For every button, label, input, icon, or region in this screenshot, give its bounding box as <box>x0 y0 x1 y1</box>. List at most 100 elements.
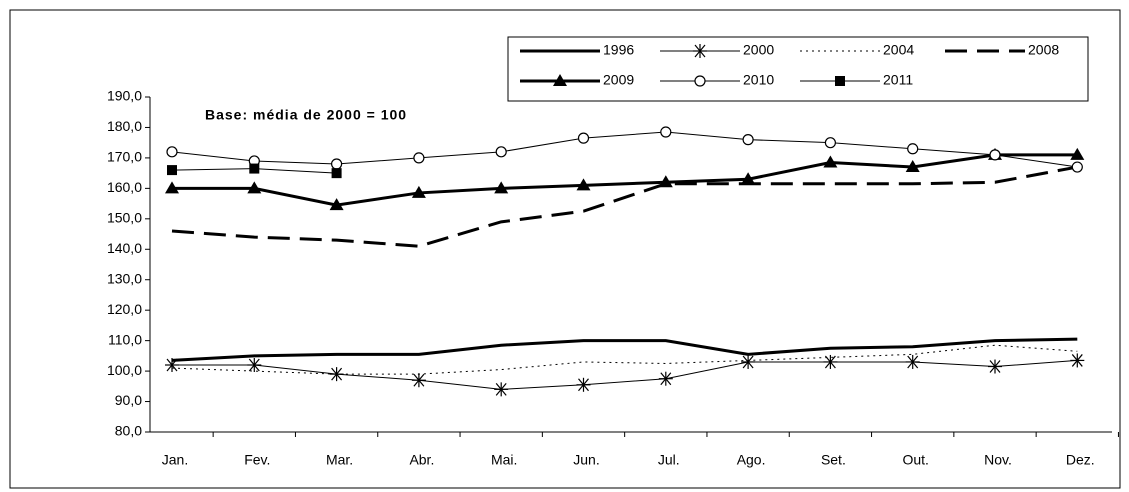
marker-shape <box>331 168 342 179</box>
legend-label: 1996 <box>603 42 634 58</box>
marker-shape <box>329 198 344 211</box>
legend-label: 2000 <box>743 42 774 58</box>
marker-shape <box>694 75 706 87</box>
marker-shape <box>577 132 590 144</box>
marker <box>411 185 426 198</box>
legend-label: 2011 <box>883 72 913 88</box>
marker-shape <box>494 181 509 194</box>
marker <box>331 168 342 179</box>
marker <box>576 377 591 392</box>
x-tick-label: Jan. <box>162 452 188 468</box>
x-tick-label: Ago. <box>737 452 766 468</box>
marker <box>331 158 343 170</box>
y-tick-label: 170,0 <box>107 149 142 165</box>
marker-shape <box>658 175 673 188</box>
marker-shape <box>1071 161 1083 173</box>
x-tick-label: Nov. <box>984 452 1012 468</box>
marker <box>249 163 260 174</box>
marker <box>1071 161 1083 173</box>
marker-shape <box>411 185 426 198</box>
marker <box>329 198 344 211</box>
marker-shape <box>165 181 179 194</box>
legend-label: 2004 <box>883 42 914 58</box>
marker-shape <box>905 160 920 173</box>
series-line <box>172 153 1078 207</box>
x-tick-label: Jun. <box>573 452 599 468</box>
marker-shape <box>741 172 756 185</box>
series-line <box>171 131 1078 168</box>
marker-shape <box>576 178 591 191</box>
y-tick-label: 180,0 <box>107 118 142 134</box>
x-tick-label: Mar. <box>326 452 353 468</box>
marker-shape <box>989 149 1001 161</box>
y-tick-label: 100,0 <box>107 362 142 378</box>
chart-border <box>9 9 1121 489</box>
marker <box>988 359 1002 374</box>
y-tick-label: 150,0 <box>107 210 142 226</box>
marker-shape <box>742 134 754 146</box>
marker-shape <box>907 143 919 155</box>
marker-shape <box>823 155 838 168</box>
marker <box>660 126 672 138</box>
marker <box>167 165 177 176</box>
marker-shape <box>249 163 260 174</box>
marker <box>823 354 838 369</box>
legend-box <box>507 36 1089 102</box>
x-tick-label: Abr. <box>409 452 434 468</box>
marker-shape <box>1070 147 1085 160</box>
marker-shape <box>247 181 262 194</box>
x-tick-label: Fev. <box>244 452 270 468</box>
marker <box>823 155 838 168</box>
marker <box>577 132 590 144</box>
marker <box>658 371 673 386</box>
series-line <box>171 165 1078 248</box>
marker-shape <box>553 74 567 86</box>
marker <box>905 354 920 369</box>
marker <box>494 181 509 194</box>
marker <box>989 149 1001 161</box>
marker <box>1070 353 1085 368</box>
marker <box>494 382 509 397</box>
x-tick-label: Mai. <box>491 452 517 468</box>
x-tick-label: Set. <box>821 452 846 468</box>
marker <box>247 358 262 372</box>
marker <box>553 74 567 86</box>
marker <box>329 367 344 382</box>
marker <box>247 181 262 194</box>
legend-label: 2010 <box>743 72 774 88</box>
marker <box>694 75 706 87</box>
marker-shape <box>166 146 178 158</box>
y-tick-label: 140,0 <box>107 240 142 256</box>
legend-label: 2008 <box>1028 42 1059 58</box>
marker-shape <box>413 152 425 164</box>
marker <box>165 181 179 194</box>
y-tick-label: 110,0 <box>108 331 142 347</box>
marker <box>835 76 845 86</box>
y-tick-label: 80,0 <box>115 423 142 439</box>
marker <box>411 373 426 388</box>
y-tick-label: 90,0 <box>115 392 142 408</box>
marker <box>741 354 756 369</box>
marker-shape <box>835 76 845 86</box>
marker <box>907 143 919 155</box>
marker-shape <box>167 165 177 176</box>
marker-shape <box>824 137 837 149</box>
y-tick-label: 160,0 <box>107 179 142 195</box>
series-line <box>171 344 1078 375</box>
marker <box>824 137 837 149</box>
marker <box>693 44 707 58</box>
marker <box>741 172 756 185</box>
series-line <box>172 359 1078 390</box>
marker-shape <box>331 158 343 170</box>
marker <box>658 175 673 188</box>
y-tick-label: 120,0 <box>107 301 142 317</box>
marker <box>166 146 178 158</box>
marker <box>905 160 920 173</box>
x-tick-label: Jul. <box>658 452 680 468</box>
marker-shape <box>660 126 672 138</box>
marker <box>742 134 754 146</box>
marker <box>495 146 507 158</box>
x-tick-label: Out. <box>902 452 928 468</box>
